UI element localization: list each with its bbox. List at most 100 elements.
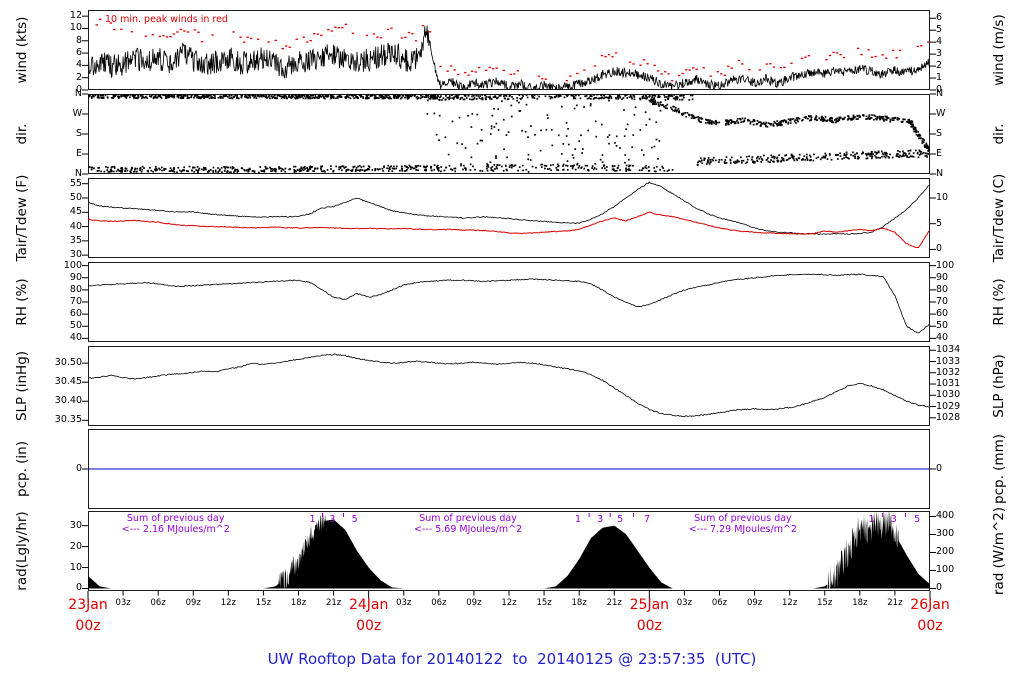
chart-title: UW Rooftop Data for 20140122 to 20140125…: [267, 650, 757, 668]
x-minor-label: 09z: [466, 598, 482, 608]
dir-ytick-left: N: [74, 88, 82, 99]
wind-ytick-right: 3: [936, 48, 943, 60]
pcp-ytick-left: 0: [75, 463, 82, 474]
rh-ytick-left: 60: [69, 308, 82, 320]
wind-ytick-left: 0: [75, 84, 82, 95]
wind-ytick-left: 8: [75, 34, 82, 46]
panel-rh: RH (%) RH (%): [0, 262, 1024, 342]
wind-ytick-left: 2: [75, 71, 82, 83]
dir-ytick-right: S: [936, 128, 943, 139]
temp-ytick-left: 40: [69, 220, 82, 232]
temp-ytick-left: 35: [69, 234, 82, 246]
day-sum-line2: <--- 5.69 MJoules/m^2: [413, 524, 523, 535]
x-minor-label: 15z: [536, 598, 552, 608]
slp-ytick-right: 1030: [936, 389, 961, 401]
rad-ytick-left: 20: [69, 540, 82, 552]
panel-rad: rad(Lgly/hr) rad (W/m^2): [0, 507, 1024, 599]
x-minor-label: 12z: [220, 598, 236, 608]
wind-ytick-right: 6: [936, 12, 943, 24]
temp-ytick-left: 45: [69, 206, 82, 218]
slp-ytick-left: 30.35: [54, 414, 82, 426]
peak-winds-note: 10 min. peak winds in red: [105, 14, 228, 25]
mj-marker: 5: [617, 514, 624, 525]
rh-ytick-right: 50: [936, 320, 949, 332]
slp-ytick-right: 1029: [936, 400, 961, 412]
x-minor-label: 18z: [290, 598, 307, 608]
panel-pcp: pcp. (in) pcp. (mm): [0, 429, 1024, 509]
temp-ytick-left: 55: [69, 177, 82, 189]
x-minor-label: 21z: [887, 598, 903, 608]
x-minor-label: 18z: [852, 598, 868, 608]
rh-ytick-left: 50: [69, 320, 82, 332]
mj-marker: 3: [597, 514, 604, 525]
wind-ytick-left: 6: [75, 47, 82, 59]
rad-ytick-right: 400: [936, 510, 955, 522]
rad-ytick-right: 0: [936, 582, 943, 594]
x-day-label: 24Jan: [348, 597, 389, 613]
dir-ytick-left: E: [75, 148, 82, 159]
x-minor-label: 06z: [431, 598, 447, 608]
rh-ytick-right: 60: [936, 308, 949, 320]
rh-ytick-left: 90: [69, 271, 82, 283]
plot-pcp: [81, 429, 936, 509]
x-minor-label: 18z: [571, 598, 587, 608]
slp-ytick-right: 1034: [936, 344, 961, 356]
day-sum-line1: Sum of previous day: [694, 513, 792, 524]
plot-temp: [81, 178, 936, 258]
wind-ytick-right: 2: [936, 60, 943, 72]
wind-ytick-right: 5: [936, 24, 943, 36]
mj-marker: 1: [868, 514, 875, 525]
temp-ytick-left: 30: [69, 249, 82, 261]
x-day-sublabel: 00z: [917, 618, 943, 634]
rh-ytick-left: 40: [69, 332, 82, 344]
plot-slp: [81, 346, 936, 426]
x-day-sublabel: 00z: [356, 618, 382, 634]
slp-ytick-right: 1031: [936, 378, 961, 390]
x-minor-label: 06z: [150, 598, 166, 608]
dir-ytick-right: E: [936, 148, 943, 159]
x-minor-label: 15z: [817, 598, 833, 608]
x-minor-label: 03z: [676, 598, 693, 608]
rh-ytick-right: 90: [936, 271, 949, 283]
rad-ytick-left: 30: [69, 519, 82, 531]
panel-temp: Tair/Tdew (F) Tair/Tdew (C): [0, 174, 1024, 263]
x-day-sublabel: 00z: [636, 618, 662, 634]
mj-marker: 5: [351, 514, 358, 525]
temp-ytick-right: 0: [936, 243, 943, 255]
wind-ytick-left: 4: [75, 59, 82, 71]
temp-ytick-left: 50: [69, 192, 82, 203]
x-minor-label: 03z: [115, 598, 131, 608]
temp-ytick-right: 5: [936, 217, 943, 229]
wind-ytick-right: 4: [936, 36, 943, 48]
slp-ytick-left: 30.40: [54, 395, 82, 407]
dir-ytick-right: W: [936, 108, 946, 119]
plot-wind: 10 min. peak winds in red: [81, 10, 936, 90]
wind-ytick-right: 1: [936, 72, 943, 84]
rh-ytick-right: 80: [936, 283, 949, 295]
plot-rad: [81, 510, 936, 599]
rh-ytick-right: 40: [936, 332, 949, 344]
plot-dir: [81, 93, 936, 174]
x-day-label: 26Jan: [910, 597, 950, 613]
x-minor-label: 12z: [501, 598, 517, 608]
x-day-sublabel: 00z: [75, 618, 101, 634]
rad-ytick-left: 0: [75, 582, 82, 594]
slp-ytick-right: 1032: [936, 366, 961, 378]
rad-ytick-right: 300: [936, 528, 955, 540]
day-sum-line2: <--- 7.29 MJoules/m^2: [688, 524, 797, 535]
panel-wind: wind (kts) 10 min. peak winds in red win…: [0, 10, 1024, 90]
rh-ytick-left: 70: [69, 296, 82, 307]
slp-ytick-left: 30.50: [54, 357, 82, 369]
day-sum-line1: Sum of previous day: [419, 513, 517, 524]
slp-ytick-right: 1028: [936, 411, 961, 423]
mj-marker: 7: [643, 514, 651, 525]
slp-ytick-right: 1033: [936, 355, 961, 367]
x-day-label: 25Jan: [629, 597, 670, 613]
x-minor-label: 09z: [746, 598, 763, 608]
mj-marker: 3: [890, 514, 897, 525]
x-minor-label: 06z: [711, 598, 728, 608]
rad-ytick-right: 100: [936, 564, 955, 576]
pcp-ytick-right: 0: [936, 463, 943, 474]
panel-dir: dir. dir.: [0, 93, 1024, 174]
x-minor-label: 12z: [782, 598, 798, 608]
